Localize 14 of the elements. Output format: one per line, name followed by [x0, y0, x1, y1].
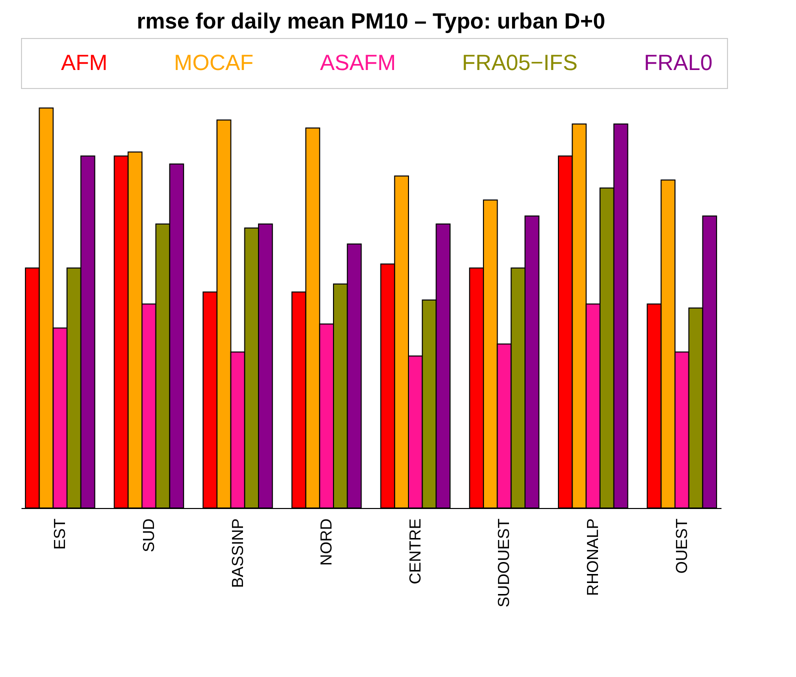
text: FRA05−IFS: [462, 50, 578, 75]
x-tick-label: SUDOUEST: [496, 518, 514, 608]
text: AFM: [61, 50, 108, 75]
x-tick-label: RHONALP: [585, 518, 602, 596]
x-tick-label: NORD: [318, 518, 336, 566]
x-tick-label: CENTRE: [407, 518, 424, 584]
text: FRAL0: [644, 50, 712, 75]
x-tick-label: OUEST: [674, 518, 691, 574]
text: ASAFM: [320, 50, 396, 75]
x-tick-label: BASSINP: [230, 518, 247, 588]
x-tick-label: EST: [52, 518, 70, 550]
chart-title: rmse for daily mean PM10 – Typo: urban D+0: [136, 8, 606, 34]
x-tick-label: SUD: [140, 518, 158, 552]
text: MOCAF: [174, 50, 254, 75]
